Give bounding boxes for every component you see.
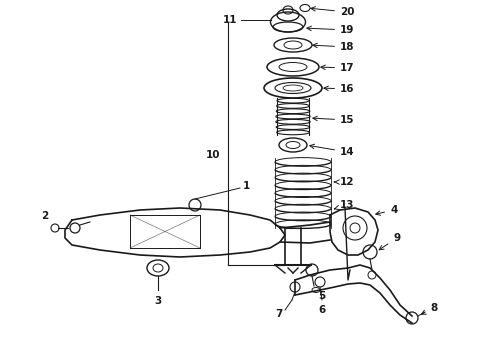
Text: 13: 13 xyxy=(334,200,354,210)
Text: 10: 10 xyxy=(205,150,220,160)
Text: 6: 6 xyxy=(318,305,326,315)
Text: 19: 19 xyxy=(307,25,354,35)
Text: 18: 18 xyxy=(313,42,354,52)
Text: 5: 5 xyxy=(318,291,325,301)
Text: 15: 15 xyxy=(313,115,354,125)
Text: 12: 12 xyxy=(334,177,354,187)
Text: 2: 2 xyxy=(41,211,48,221)
Text: 1: 1 xyxy=(243,181,250,191)
Text: 4: 4 xyxy=(376,205,397,215)
Text: 14: 14 xyxy=(310,144,355,157)
Text: 16: 16 xyxy=(324,84,354,94)
Text: 7: 7 xyxy=(275,309,283,319)
Text: 3: 3 xyxy=(154,296,162,306)
Text: 20: 20 xyxy=(311,6,354,17)
Text: 8: 8 xyxy=(421,303,437,314)
Text: 17: 17 xyxy=(321,63,355,73)
Text: 11: 11 xyxy=(222,15,237,25)
Text: 9: 9 xyxy=(379,233,400,250)
